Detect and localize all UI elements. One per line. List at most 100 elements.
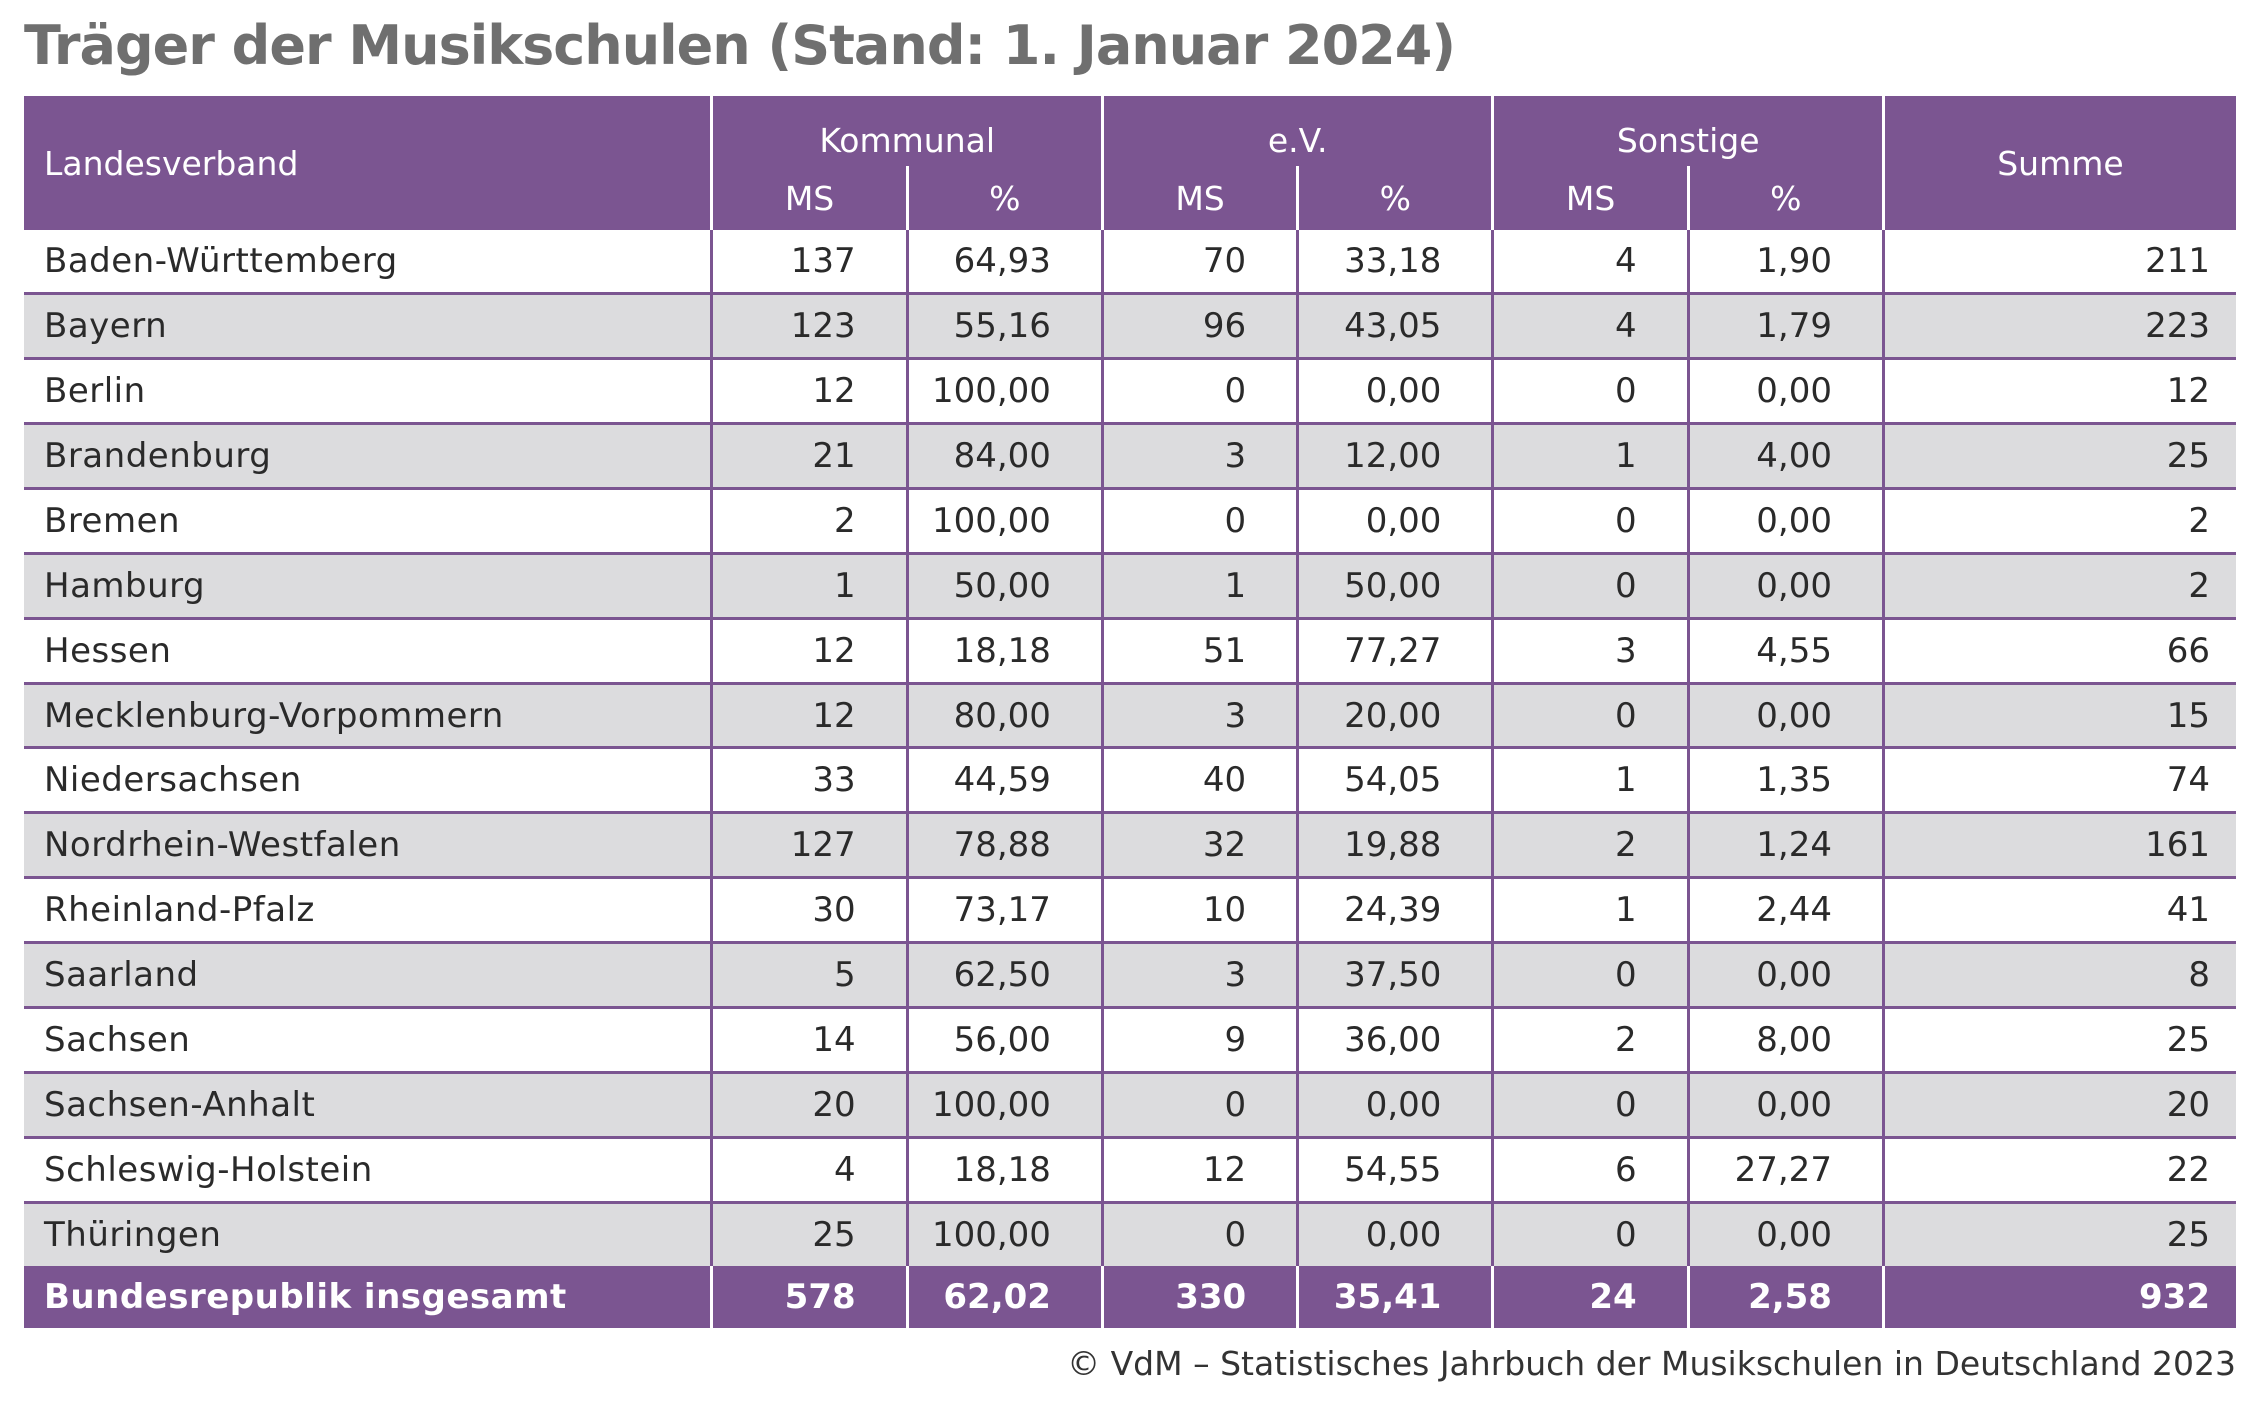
landesverband-cell: Hamburg	[24, 551, 712, 619]
page-title: Träger der Musikschulen (Stand: 1. Janua…	[24, 14, 1456, 77]
ev-pct-cell: 50,00	[1296, 551, 1493, 619]
summe-cell: 2	[1881, 486, 2236, 554]
sonstige-pct-cell: 0,00	[1686, 681, 1884, 748]
header-sonstige-ms: MS	[1491, 166, 1690, 230]
summe-cell: 12	[1881, 356, 2236, 424]
table-row: Hamburg 1 50,00 1 50,00 0 0,00 2	[24, 551, 2236, 619]
sonstige-ms-cell: 2	[1491, 1006, 1689, 1073]
ev-ms-cell: 96	[1100, 291, 1298, 359]
table-row: Rheinland-Pfalz 30 73,17 10 24,39 1 2,44 41	[24, 876, 2236, 943]
kommunal-pct-cell: 84,00	[905, 421, 1103, 489]
sonstige-ms-cell: 1	[1491, 421, 1689, 489]
kommunal-ms-cell: 21	[710, 421, 908, 489]
ev-pct-cell: 0,00	[1296, 1201, 1493, 1266]
ev-ms-cell: 32	[1100, 811, 1298, 878]
landesverband-cell: Schleswig-Holstein	[24, 1136, 712, 1203]
ev-ms-cell: 9	[1100, 1006, 1298, 1073]
total-kommunal-pct: 62,02	[905, 1265, 1103, 1328]
sonstige-pct-cell: 27,27	[1686, 1136, 1884, 1203]
traeger-table: Landesverband Kommunal e.V. Sonstige Sum…	[24, 96, 2236, 1328]
ev-pct-cell: 43,05	[1296, 291, 1493, 359]
sonstige-ms-cell: 0	[1491, 356, 1689, 424]
kommunal-pct-cell: 44,59	[905, 746, 1103, 813]
ev-pct-cell: 77,27	[1296, 616, 1493, 684]
ev-ms-cell: 0	[1100, 356, 1298, 424]
header-landesverband: Landesverband	[24, 96, 714, 230]
landesverband-cell: Bremen	[24, 486, 712, 554]
header-kommunal-ms: MS	[710, 166, 909, 230]
sonstige-pct-cell: 8,00	[1686, 1006, 1884, 1073]
kommunal-ms-cell: 1	[710, 551, 908, 619]
summe-cell: 41	[1881, 876, 2236, 943]
total-sonstige-pct: 2,58	[1686, 1265, 1884, 1328]
sonstige-pct-cell: 0,00	[1686, 551, 1884, 619]
total-row: Bundesrepublik insgesamt 578 62,02 330 3…	[24, 1265, 2236, 1328]
table-row: Hessen 12 18,18 51 77,27 3 4,55 66	[24, 616, 2236, 684]
landesverband-cell: Bayern	[24, 291, 712, 359]
landesverband-cell: Berlin	[24, 356, 712, 424]
landesverband-cell: Sachsen-Anhalt	[24, 1071, 712, 1138]
header-summe: Summe	[1881, 96, 2236, 230]
table-row: Mecklenburg-Vorpommern 12 80,00 3 20,00 0 0,00…	[24, 681, 2236, 748]
kommunal-pct-cell: 100,00	[905, 1071, 1103, 1138]
ev-pct-cell: 36,00	[1296, 1006, 1493, 1073]
ev-ms-cell: 3	[1100, 681, 1298, 748]
landesverband-cell: Brandenburg	[24, 421, 712, 489]
sonstige-ms-cell: 4	[1491, 291, 1689, 359]
kommunal-ms-cell: 127	[710, 811, 908, 878]
kommunal-pct-cell: 100,00	[905, 1201, 1103, 1266]
kommunal-pct-cell: 56,00	[905, 1006, 1103, 1073]
ev-pct-cell: 54,05	[1296, 746, 1493, 813]
kommunal-ms-cell: 33	[710, 746, 908, 813]
ev-ms-cell: 10	[1100, 876, 1298, 943]
table-row: Bayern 123 55,16 96 43,05 4 1,79 223	[24, 291, 2236, 359]
ev-pct-cell: 0,00	[1296, 486, 1493, 554]
table-row: Brandenburg 21 84,00 3 12,00 1 4,00 25	[24, 421, 2236, 489]
sonstige-pct-cell: 1,90	[1686, 230, 1884, 294]
sonstige-pct-cell: 0,00	[1686, 1201, 1884, 1266]
ev-ms-cell: 0	[1100, 1071, 1298, 1138]
sonstige-pct-cell: 2,44	[1686, 876, 1884, 943]
summe-cell: 25	[1881, 1006, 2236, 1073]
table-body: Baden-Württemberg 137 64,93 70 33,18 4 1,90 211…	[24, 230, 2236, 1328]
kommunal-pct-cell: 78,88	[905, 811, 1103, 878]
ev-ms-cell: 12	[1100, 1136, 1298, 1203]
sonstige-ms-cell: 1	[1491, 746, 1689, 813]
summe-cell: 15	[1881, 681, 2236, 748]
sonstige-pct-cell: 1,79	[1686, 291, 1884, 359]
kommunal-ms-cell: 12	[710, 616, 908, 684]
ev-ms-cell: 0	[1100, 486, 1298, 554]
table-row: Sachsen-Anhalt 20 100,00 0 0,00 0 0,00 20	[24, 1071, 2236, 1138]
ev-ms-cell: 1	[1100, 551, 1298, 619]
landesverband-cell: Niedersachsen	[24, 746, 712, 813]
ev-pct-cell: 54,55	[1296, 1136, 1493, 1203]
summe-cell: 8	[1881, 941, 2236, 1008]
ev-pct-cell: 24,39	[1296, 876, 1493, 943]
kommunal-pct-cell: 73,17	[905, 876, 1103, 943]
sonstige-pct-cell: 0,00	[1686, 1071, 1884, 1138]
kommunal-ms-cell: 14	[710, 1006, 908, 1073]
header-ev-pct: %	[1296, 166, 1495, 230]
sonstige-ms-cell: 0	[1491, 486, 1689, 554]
kommunal-ms-cell: 12	[710, 356, 908, 424]
summe-cell: 211	[1881, 230, 2236, 294]
total-summe: 932	[1881, 1265, 2236, 1328]
kommunal-ms-cell: 137	[710, 230, 908, 294]
header-ev: e.V.	[1100, 96, 1495, 166]
total-ev-ms: 330	[1100, 1265, 1298, 1328]
sonstige-pct-cell: 0,00	[1686, 941, 1884, 1008]
ev-pct-cell: 12,00	[1296, 421, 1493, 489]
kommunal-ms-cell: 12	[710, 681, 908, 748]
table-row: Sachsen 14 56,00 9 36,00 2 8,00 25	[24, 1006, 2236, 1073]
table-row: Schleswig-Holstein 4 18,18 12 54,55 6 27,27 22	[24, 1136, 2236, 1203]
sonstige-pct-cell: 4,55	[1686, 616, 1884, 684]
summe-cell: 20	[1881, 1071, 2236, 1138]
kommunal-pct-cell: 100,00	[905, 356, 1103, 424]
kommunal-pct-cell: 50,00	[905, 551, 1103, 619]
header-ev-ms: MS	[1100, 166, 1300, 230]
kommunal-pct-cell: 18,18	[905, 616, 1103, 684]
sonstige-ms-cell: 4	[1491, 230, 1689, 294]
kommunal-pct-cell: 62,50	[905, 941, 1103, 1008]
landesverband-cell: Sachsen	[24, 1006, 712, 1073]
landesverband-cell: Baden-Württemberg	[24, 230, 712, 294]
